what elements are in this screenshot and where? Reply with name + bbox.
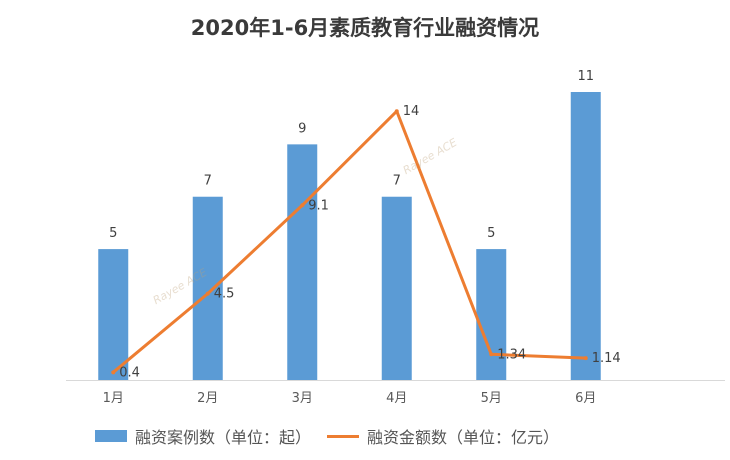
bar <box>570 92 601 380</box>
line-data-label: 0.4 <box>119 365 140 380</box>
bar <box>192 196 223 380</box>
x-tick-label: 1月 <box>103 391 124 406</box>
legend-line-label: 融资金额数（单位：亿元） <box>367 428 560 447</box>
combo-chart: 5 1月 7 2月 9 3月 7 4月 5 5月 11 6月 0.4 4.5 9.1 14 1.34 1.14 <box>66 69 725 406</box>
bar-data-label: 11 <box>577 69 594 84</box>
bar <box>381 196 412 380</box>
line-data-label: 14 <box>403 104 420 119</box>
bar-data-label: 7 <box>204 174 212 189</box>
legend-bar-label: 融资案例数（单位：起） <box>135 428 312 447</box>
x-tick-label: 4月 <box>386 391 407 406</box>
line-point <box>394 109 399 114</box>
chart-title: 2020年1-6月素质教育行业融资情况 <box>190 16 540 40</box>
line-point <box>300 203 305 208</box>
line-series <box>112 109 586 374</box>
line-data-label: 9.1 <box>308 198 329 213</box>
line-data-label: 1.34 <box>497 347 526 362</box>
line-data-label: 4.5 <box>214 287 235 302</box>
x-tick-label: 5月 <box>481 391 502 406</box>
line-point <box>489 352 494 357</box>
legend-line-swatch <box>327 434 360 438</box>
bar <box>98 249 129 380</box>
bar <box>476 249 507 380</box>
legend: 融资案例数（单位：起） 融资金额数（单位：亿元） <box>95 424 559 448</box>
line-point <box>583 356 588 361</box>
x-tick-label: 6月 <box>575 391 596 406</box>
line-point <box>111 370 116 375</box>
legend-bar-swatch <box>95 430 127 442</box>
line-data-label: 1.14 <box>592 351 621 366</box>
bar-data-label: 9 <box>298 121 306 136</box>
bar-data-label: 5 <box>487 226 495 241</box>
bar-data-label: 7 <box>393 174 401 189</box>
bar <box>287 144 318 380</box>
x-tick-label: 3月 <box>292 391 313 406</box>
line-point <box>205 291 210 296</box>
x-tick-label: 2月 <box>197 391 218 406</box>
bar-data-label: 5 <box>109 226 117 241</box>
